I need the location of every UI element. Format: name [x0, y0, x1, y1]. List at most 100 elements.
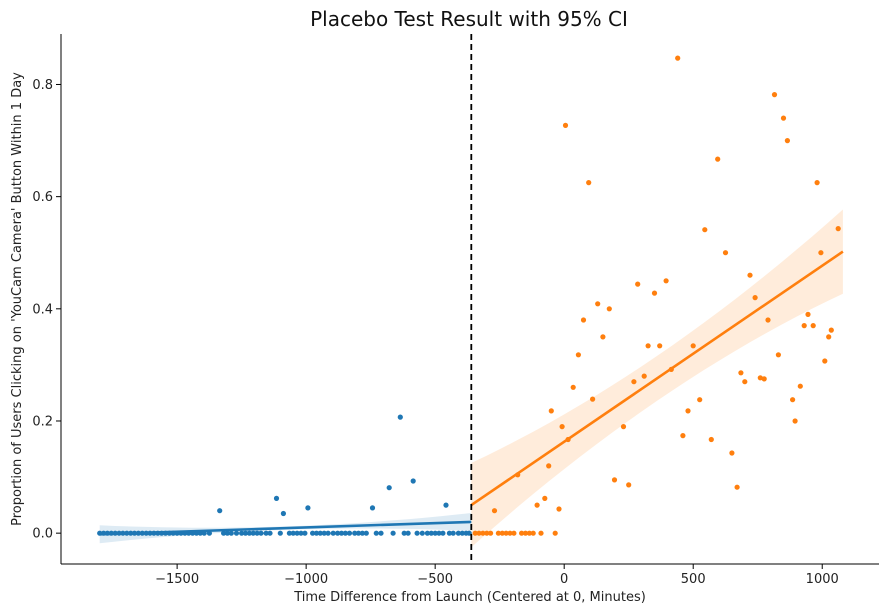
data-point [702, 227, 708, 233]
data-point [217, 508, 223, 514]
chart-title: Placebo Test Result with 95% CI [310, 7, 628, 31]
fit-lines [99, 250, 844, 536]
y-tick-label: 0.6 [32, 190, 53, 205]
data-point [757, 375, 763, 381]
data-point [476, 530, 482, 536]
data-point [298, 530, 304, 536]
data-point [310, 530, 316, 536]
data-point [410, 478, 416, 484]
data-point [242, 530, 249, 536]
data-point [446, 530, 452, 536]
data-point [657, 343, 663, 349]
fit-line-0 [99, 520, 472, 536]
data-point [771, 92, 778, 98]
data-point [790, 397, 796, 403]
data-point [826, 334, 832, 340]
data-point [511, 530, 517, 536]
data-point [784, 138, 791, 144]
data-point [294, 530, 300, 536]
fit-line-1 [470, 250, 844, 507]
x-axis-ticks: −1500 −1000 −500 0 500 1000 [155, 564, 839, 587]
data-point [228, 530, 234, 536]
x-tick-label: 1000 [806, 572, 839, 587]
data-point [792, 418, 798, 424]
data-point [503, 530, 509, 536]
data-point [363, 530, 369, 536]
y-axis-ticks: 0.0 0.2 0.4 0.6 0.8 [32, 78, 61, 542]
y-axis-label: Proportion of Users Clicking on 'YouCam … [10, 72, 25, 526]
data-point [635, 281, 641, 287]
data-point [386, 485, 392, 491]
data-point [522, 530, 529, 536]
x-tick-label: −500 [417, 572, 453, 587]
y-tick-label: 0.0 [32, 527, 53, 542]
data-point [742, 379, 748, 385]
data-point [484, 530, 490, 536]
y-tick-label: 0.2 [32, 414, 53, 429]
data-point [346, 530, 353, 536]
data-point [814, 180, 820, 186]
data-point [472, 530, 478, 536]
data-point [631, 379, 637, 385]
data-point [436, 530, 442, 536]
data-point [414, 530, 420, 536]
data-point [491, 508, 498, 514]
x-tick-label: 0 [560, 572, 568, 587]
data-point [734, 484, 740, 490]
data-point [562, 122, 569, 128]
data-point [373, 530, 379, 536]
data-point [675, 55, 681, 61]
data-point [641, 373, 647, 379]
data-point [459, 530, 465, 536]
data-point [685, 408, 691, 414]
data-point [600, 334, 606, 340]
data-point [747, 272, 753, 278]
data-point [499, 530, 505, 536]
data-point [335, 530, 341, 536]
x-axis-label: Time Difference from Launch (Centered at… [293, 590, 646, 605]
data-point [738, 370, 744, 376]
x-tick-label: −1000 [284, 572, 328, 587]
data-point [267, 530, 273, 536]
data-point [488, 530, 494, 536]
data-point [538, 530, 544, 536]
data-point [342, 530, 348, 536]
data-point [546, 463, 552, 469]
data-point [765, 317, 771, 323]
data-point [519, 530, 525, 536]
data-point [428, 530, 434, 536]
data-point [290, 530, 296, 536]
data-point [369, 505, 376, 511]
data-point [443, 502, 449, 508]
data-point [221, 530, 227, 536]
data-point [570, 384, 576, 390]
data-point [397, 414, 403, 420]
data-point [722, 250, 729, 256]
data-point [534, 502, 540, 508]
data-point [495, 530, 501, 536]
data-point [715, 156, 721, 162]
data-point [606, 306, 612, 312]
data-point [620, 424, 627, 430]
data-point [273, 495, 280, 501]
data-point [317, 530, 323, 536]
data-point [526, 530, 533, 536]
data-point [805, 311, 811, 317]
data-point [835, 226, 841, 232]
data-point [258, 530, 264, 536]
data-point [548, 408, 554, 414]
data-point [378, 530, 384, 536]
data-point [440, 530, 446, 536]
x-tick-label: −1500 [155, 572, 199, 587]
data-point [663, 278, 669, 284]
data-point [277, 530, 283, 536]
data-point [775, 352, 782, 358]
data-point [246, 530, 252, 536]
data-point [697, 397, 703, 403]
data-point [645, 343, 651, 349]
data-point [263, 530, 269, 536]
data-point [455, 530, 461, 536]
y-tick-label: 0.4 [32, 302, 53, 317]
data-point [580, 317, 587, 323]
